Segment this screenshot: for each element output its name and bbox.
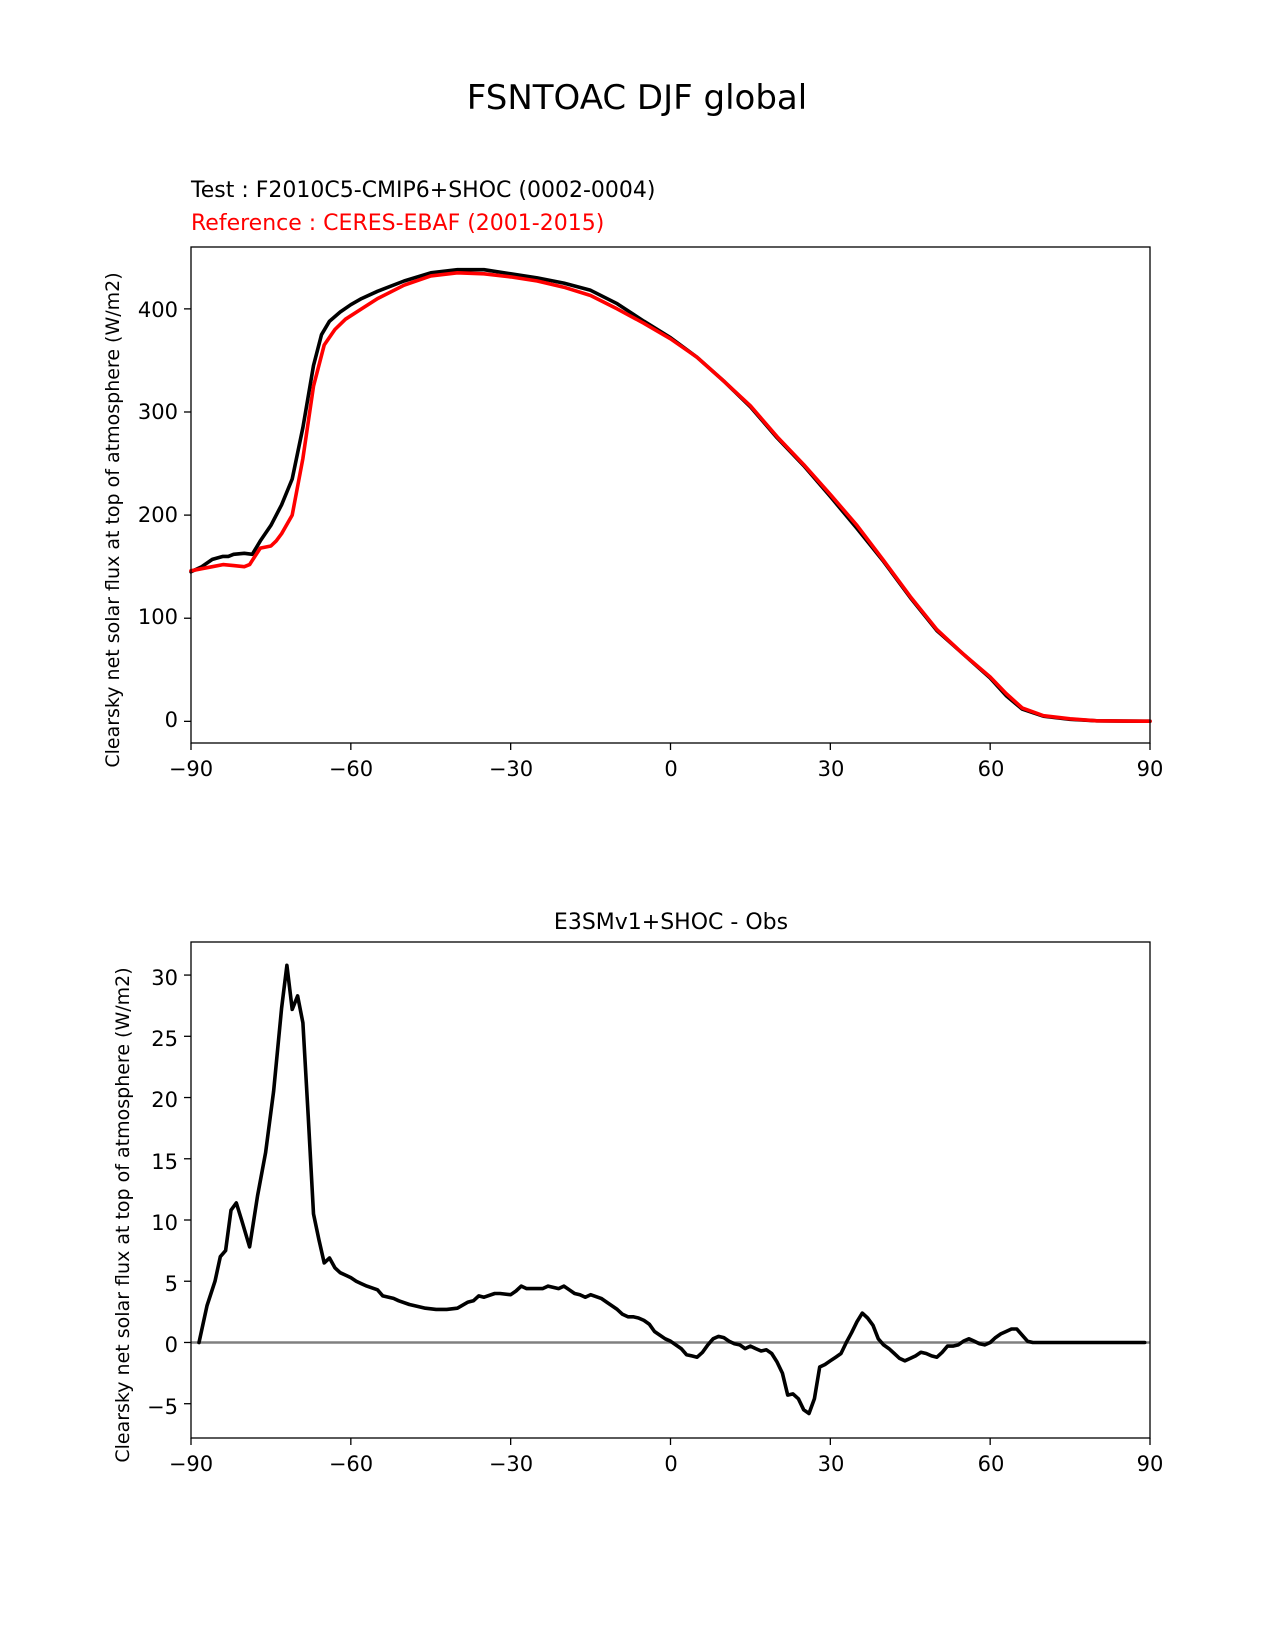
y-tick-label: 30 [151,966,178,990]
x-tick-labels: −90 −60 −30 0 30 60 90 [169,1452,1164,1476]
y-tick-label: 25 [151,1027,178,1051]
x-tick-label: −60 [329,1452,373,1476]
y-tick-label: 100 [138,605,178,629]
x-tick-label: 30 [818,757,845,781]
axes-frame [190,941,1151,1439]
reference-series-line [189,270,1152,724]
x-tick-label: 0 [664,1452,677,1476]
x-tick-label: 60 [978,757,1005,781]
y-tick-labels: 0 100 200 300 400 [138,298,178,732]
panel-top: Test : F2010C5-CMIP6+SHOC (0002-0004) Re… [102,178,1163,781]
reference-label: Reference : CERES-EBAF (2001-2015) [191,211,604,236]
y-tick-label: 0 [165,708,178,732]
y-tick-label: 5 [165,1272,178,1296]
y-tick-label: 400 [138,298,178,322]
y-tick-label: 0 [165,1333,178,1357]
x-tick-label: 30 [818,1452,845,1476]
y-tick-labels: −5 0 5 10 15 20 25 30 [147,966,178,1419]
y-tick-label: 10 [151,1211,178,1235]
y-tick-label: 15 [151,1150,178,1174]
y-tick-label: −5 [147,1395,178,1419]
x-tick-label: 90 [1137,757,1164,781]
x-tick-label: −90 [169,757,213,781]
test-label: Test : F2010C5-CMIP6+SHOC (0002-0004) [190,178,655,203]
x-tick-label: 0 [664,757,677,781]
axes-frame [190,246,1151,744]
x-tick-label: −60 [329,757,373,781]
y-tick-label: 20 [151,1088,178,1112]
x-tick-label: −30 [489,1452,533,1476]
y-tick-label: 300 [138,400,178,424]
panel-bottom: E3SMv1+SHOC - Obs Clearsky net solar flu… [112,910,1163,1476]
x-tick-label: −90 [169,1452,213,1476]
y-tick-label: 200 [138,503,178,527]
x-tick-labels: −90 −60 −30 0 30 60 90 [169,757,1164,781]
test-series-line [197,963,1147,1416]
panel-title: E3SMv1+SHOC - Obs [554,910,788,935]
x-tick-label: −30 [489,757,533,781]
y-axis-label: Clearsky net solar flux at top of atmosp… [102,272,124,767]
y-axis-label: Clearsky net solar flux at top of atmosp… [112,967,134,1462]
x-tick-label: 90 [1137,1452,1164,1476]
figure-title: FSNTOAC DJF global [467,78,807,118]
x-tick-label: 60 [978,1452,1005,1476]
